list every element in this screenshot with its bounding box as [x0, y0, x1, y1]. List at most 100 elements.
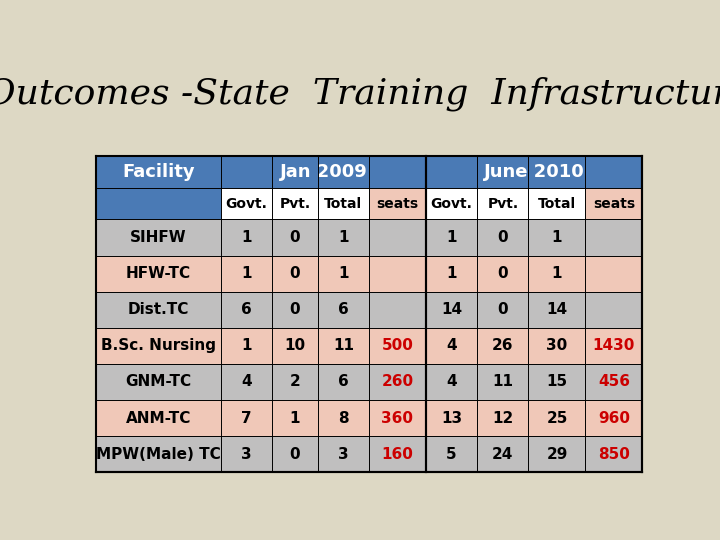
Bar [221, 400, 272, 436]
Bar [477, 436, 528, 472]
Text: ANM-TC: ANM-TC [125, 410, 191, 426]
Bar [528, 219, 585, 255]
Text: Govt.: Govt. [225, 197, 267, 211]
Bar [369, 436, 426, 472]
Text: 10: 10 [284, 339, 305, 353]
Text: Total: Total [538, 197, 576, 211]
Bar [426, 219, 477, 255]
Bar [477, 328, 528, 364]
Text: GNM-TC: GNM-TC [125, 375, 192, 389]
Bar [426, 400, 477, 436]
Text: Jan 2009: Jan 2009 [279, 163, 367, 181]
Text: 960: 960 [598, 410, 630, 426]
Bar [96, 436, 221, 472]
Text: HFW-TC: HFW-TC [126, 266, 191, 281]
Text: 30: 30 [546, 339, 567, 353]
Bar [426, 328, 477, 364]
Text: 1: 1 [289, 410, 300, 426]
Text: 8: 8 [338, 410, 348, 426]
Text: 160: 160 [382, 447, 413, 462]
Text: SIHFW: SIHFW [130, 230, 186, 245]
Bar [369, 188, 426, 219]
Bar [272, 364, 318, 400]
Bar [96, 292, 221, 328]
Bar [369, 219, 426, 255]
Text: 1: 1 [241, 266, 252, 281]
Bar [221, 328, 272, 364]
Bar [528, 400, 585, 436]
Text: 1: 1 [446, 230, 457, 245]
Text: 29: 29 [546, 447, 567, 462]
Text: 1: 1 [241, 230, 252, 245]
Text: MPW(Male) TC: MPW(Male) TC [96, 447, 220, 462]
Text: 4: 4 [446, 375, 457, 389]
Text: 360: 360 [382, 410, 413, 426]
Bar [585, 292, 642, 328]
Text: Govt.: Govt. [431, 197, 472, 211]
Bar [221, 255, 272, 292]
Bar [318, 219, 369, 255]
Bar [221, 156, 426, 188]
Text: Total: Total [324, 197, 362, 211]
Text: 5: 5 [446, 447, 457, 462]
Text: June 2010: June 2010 [484, 163, 585, 181]
Text: 3: 3 [241, 447, 252, 462]
Bar [272, 436, 318, 472]
Bar [221, 436, 272, 472]
Text: 12: 12 [492, 410, 513, 426]
Bar [318, 292, 369, 328]
Text: 25: 25 [546, 410, 567, 426]
Text: 6: 6 [241, 302, 252, 318]
Text: 0: 0 [289, 447, 300, 462]
Text: 7: 7 [241, 410, 252, 426]
Text: 1: 1 [338, 266, 348, 281]
Text: 3: 3 [338, 447, 348, 462]
Text: 11: 11 [492, 375, 513, 389]
Bar [369, 400, 426, 436]
Bar [477, 292, 528, 328]
Bar [272, 328, 318, 364]
Text: 4: 4 [446, 339, 457, 353]
Bar [426, 156, 642, 188]
Text: 0: 0 [498, 266, 508, 281]
Text: 6: 6 [338, 375, 348, 389]
Bar [528, 436, 585, 472]
Text: 0: 0 [289, 266, 300, 281]
Text: 1: 1 [338, 230, 348, 245]
Bar [318, 436, 369, 472]
Bar [318, 255, 369, 292]
Bar [585, 436, 642, 472]
Bar [96, 400, 221, 436]
Text: Pvt.: Pvt. [487, 197, 518, 211]
Bar [426, 292, 477, 328]
Bar [528, 292, 585, 328]
Text: 1: 1 [552, 266, 562, 281]
Bar [528, 188, 585, 219]
Bar [528, 255, 585, 292]
Bar [585, 188, 642, 219]
Text: Outcomes -State  Training  Infrastructure: Outcomes -State Training Infrastructure [0, 77, 720, 111]
Bar [272, 188, 318, 219]
Text: 13: 13 [441, 410, 462, 426]
Text: 0: 0 [498, 302, 508, 318]
Text: Facility: Facility [122, 163, 194, 181]
Bar [369, 364, 426, 400]
Text: 850: 850 [598, 447, 630, 462]
Text: 24: 24 [492, 447, 513, 462]
Bar [96, 328, 221, 364]
Bar [426, 188, 477, 219]
Text: 0: 0 [289, 230, 300, 245]
Bar [477, 188, 528, 219]
Bar [369, 255, 426, 292]
Bar [477, 400, 528, 436]
Text: 0: 0 [289, 302, 300, 318]
Bar [477, 219, 528, 255]
Text: 1430: 1430 [593, 339, 635, 353]
Bar [221, 188, 272, 219]
Text: 1: 1 [446, 266, 457, 281]
Text: 11: 11 [333, 339, 354, 353]
Bar [96, 188, 221, 219]
Bar [585, 364, 642, 400]
Bar [318, 400, 369, 436]
Text: B.Sc. Nursing: B.Sc. Nursing [101, 339, 216, 353]
